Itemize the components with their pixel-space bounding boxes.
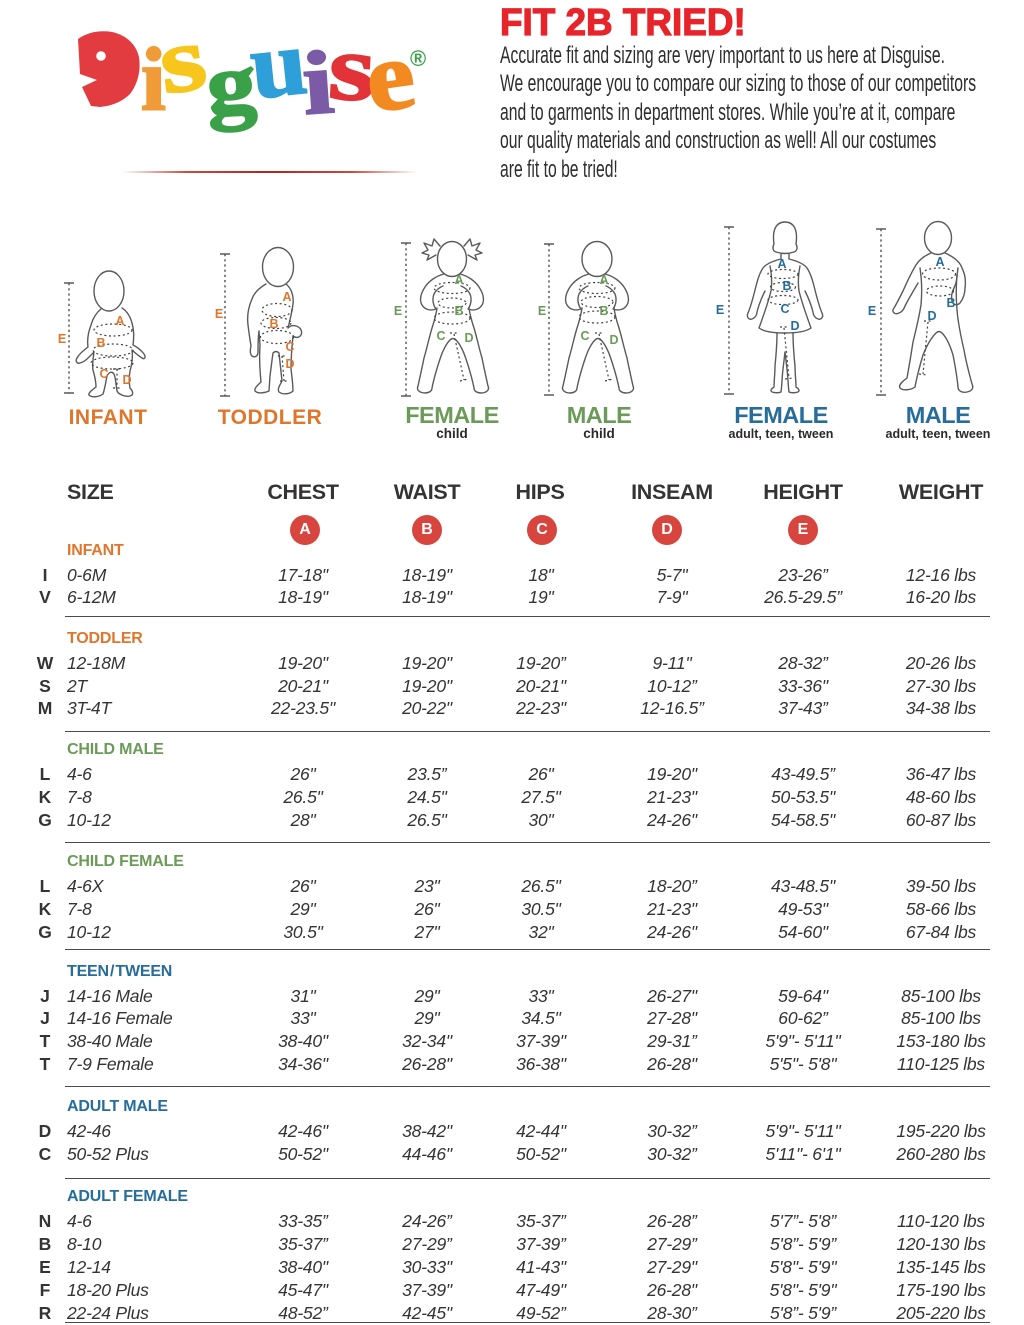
svg-text:s: s — [326, 15, 378, 121]
svg-text:A: A — [935, 255, 944, 269]
svg-text:E: E — [215, 307, 223, 321]
svg-text:g: g — [204, 35, 258, 133]
svg-text:B: B — [269, 317, 278, 331]
svg-text:D: D — [285, 357, 294, 371]
svg-text:D: D — [927, 309, 936, 323]
svg-text:B: B — [782, 279, 791, 293]
svg-text:B: B — [946, 296, 955, 310]
svg-text:E: E — [868, 304, 876, 318]
svg-text:E: E — [394, 304, 402, 318]
svg-text:i: i — [299, 32, 337, 134]
svg-text:i: i — [141, 30, 166, 129]
svg-text:D: D — [609, 333, 618, 347]
svg-text:B: B — [599, 304, 608, 318]
svg-text:B: B — [454, 304, 463, 318]
svg-text:B: B — [96, 336, 105, 350]
svg-text:E: E — [716, 303, 724, 317]
svg-text:A: A — [599, 273, 608, 287]
svg-text:E: E — [58, 332, 66, 346]
svg-text:C: C — [285, 340, 294, 354]
svg-text:A: A — [777, 257, 786, 271]
svg-text:C: C — [99, 367, 108, 381]
svg-text:E: E — [538, 304, 546, 318]
svg-text:C: C — [580, 329, 589, 343]
svg-text:D: D — [122, 373, 131, 387]
svg-text:®: ® — [410, 46, 426, 71]
svg-text:A: A — [454, 273, 463, 287]
svg-text:A: A — [115, 314, 124, 328]
svg-text:D: D — [790, 319, 799, 333]
svg-text:A: A — [282, 290, 291, 304]
svg-text:C: C — [780, 302, 789, 316]
svg-text:u: u — [245, 9, 311, 118]
svg-text:C: C — [436, 329, 445, 343]
svg-text:D: D — [464, 331, 473, 345]
